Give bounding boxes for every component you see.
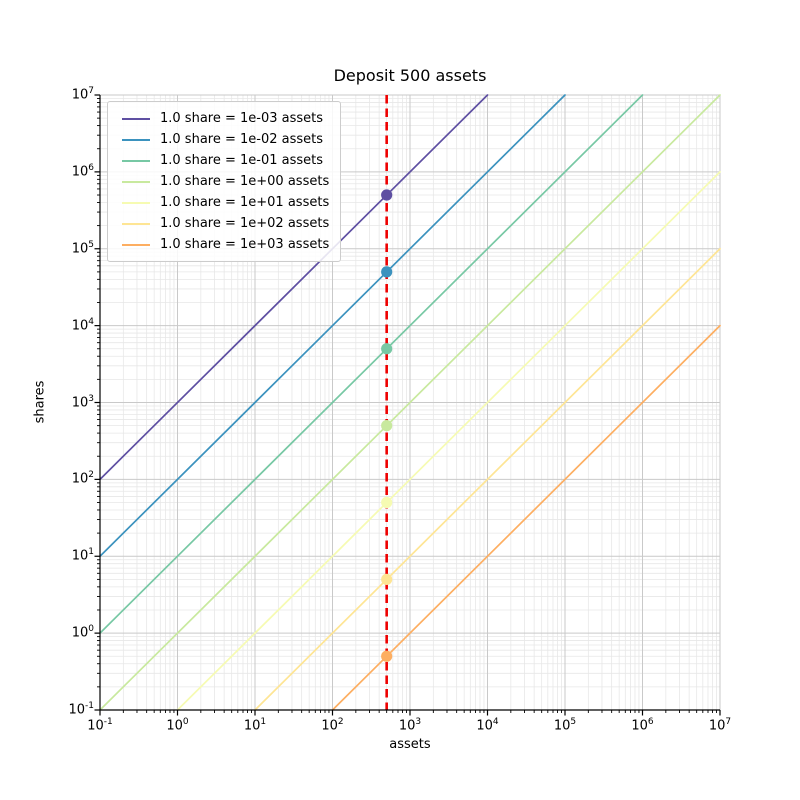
legend-label: 1.0 share = 1e+03 assets [160,237,330,252]
legend-line-swatch [122,201,150,204]
data-point-2 [381,343,393,355]
data-point-4 [381,496,393,509]
x-axis-label: assets [389,737,431,752]
x-tick-label-1e6: 106 [631,717,654,734]
legend-item-1: 1.0 share = 1e-02 assets [116,129,332,150]
y-tick-label-1e6: 106 [71,162,94,180]
legend-item-3: 1.0 share = 1e+00 assets [116,171,332,192]
y-tick-label-1e-1: 10-1 [68,701,94,718]
legend-item-2: 1.0 share = 1e-01 assets [116,150,332,171]
legend-item-0: 1.0 share = 1e-03 assets [116,108,332,129]
data-point-5 [381,573,393,585]
x-tick-label-1e4: 104 [476,717,499,734]
x-tick-label-1e7: 107 [708,717,732,734]
y-tick-label-1e0: 100 [71,624,94,641]
legend-label: 1.0 share = 1e-02 assets [160,132,324,147]
x-tick-label-1e0: 100 [166,717,189,734]
y-tick-label-1e3: 103 [71,393,94,410]
series-line-0 [99,94,489,481]
series-line-4 [176,171,721,711]
legend-label: 1.0 share = 1e-01 assets [160,153,324,168]
data-point-1 [381,266,393,278]
legend-item-5: 1.0 share = 1e+02 assets [116,213,332,234]
x-tick-label-1e3: 103 [398,717,422,734]
x-tick-label-1e-1: 10-1 [87,717,113,734]
series-line-3 [99,94,721,711]
legend-line-swatch [122,159,150,162]
y-tick-label-1e4: 104 [71,316,94,333]
y-tick-label-1e2: 102 [71,470,94,487]
data-point-0 [381,189,393,201]
x-tick-label-1e1: 101 [243,717,267,734]
legend-label: 1.0 share = 1e-03 assets [160,111,324,126]
x-tick-label-1e2: 102 [321,717,344,734]
y-tick-label-1e5: 105 [71,239,94,257]
legend-line-swatch [122,222,150,225]
data-point-6 [381,650,393,662]
legend-line-swatch [122,243,150,246]
legend-line-swatch [122,138,150,141]
x-tick-label-1e5: 105 [553,717,577,734]
legend-line-swatch [122,117,150,120]
legend: 1.0 share = 1e-03 assets 1.0 share = 1e-0… [107,101,341,262]
legend-label: 1.0 share = 1e+00 assets [160,174,330,189]
series-line-5 [254,247,721,711]
series-line-1 [99,94,566,558]
y-tick-label-1e7: 107 [71,86,94,103]
y-tick-label-1e1: 101 [71,547,94,564]
legend-item-4: 1.0 share = 1e+01 assets [116,192,332,213]
legend-label: 1.0 share = 1e+01 assets [160,195,330,210]
data-point-3 [381,420,393,432]
chart-title: Deposit 500 assets [333,66,487,85]
legend-label: 1.0 share = 1e+02 assets [160,216,330,231]
legend-line-swatch [122,180,150,183]
series-line-2 [99,94,644,634]
legend-item-6: 1.0 share = 1e+03 assets [116,234,332,255]
series-line-6 [331,324,721,711]
